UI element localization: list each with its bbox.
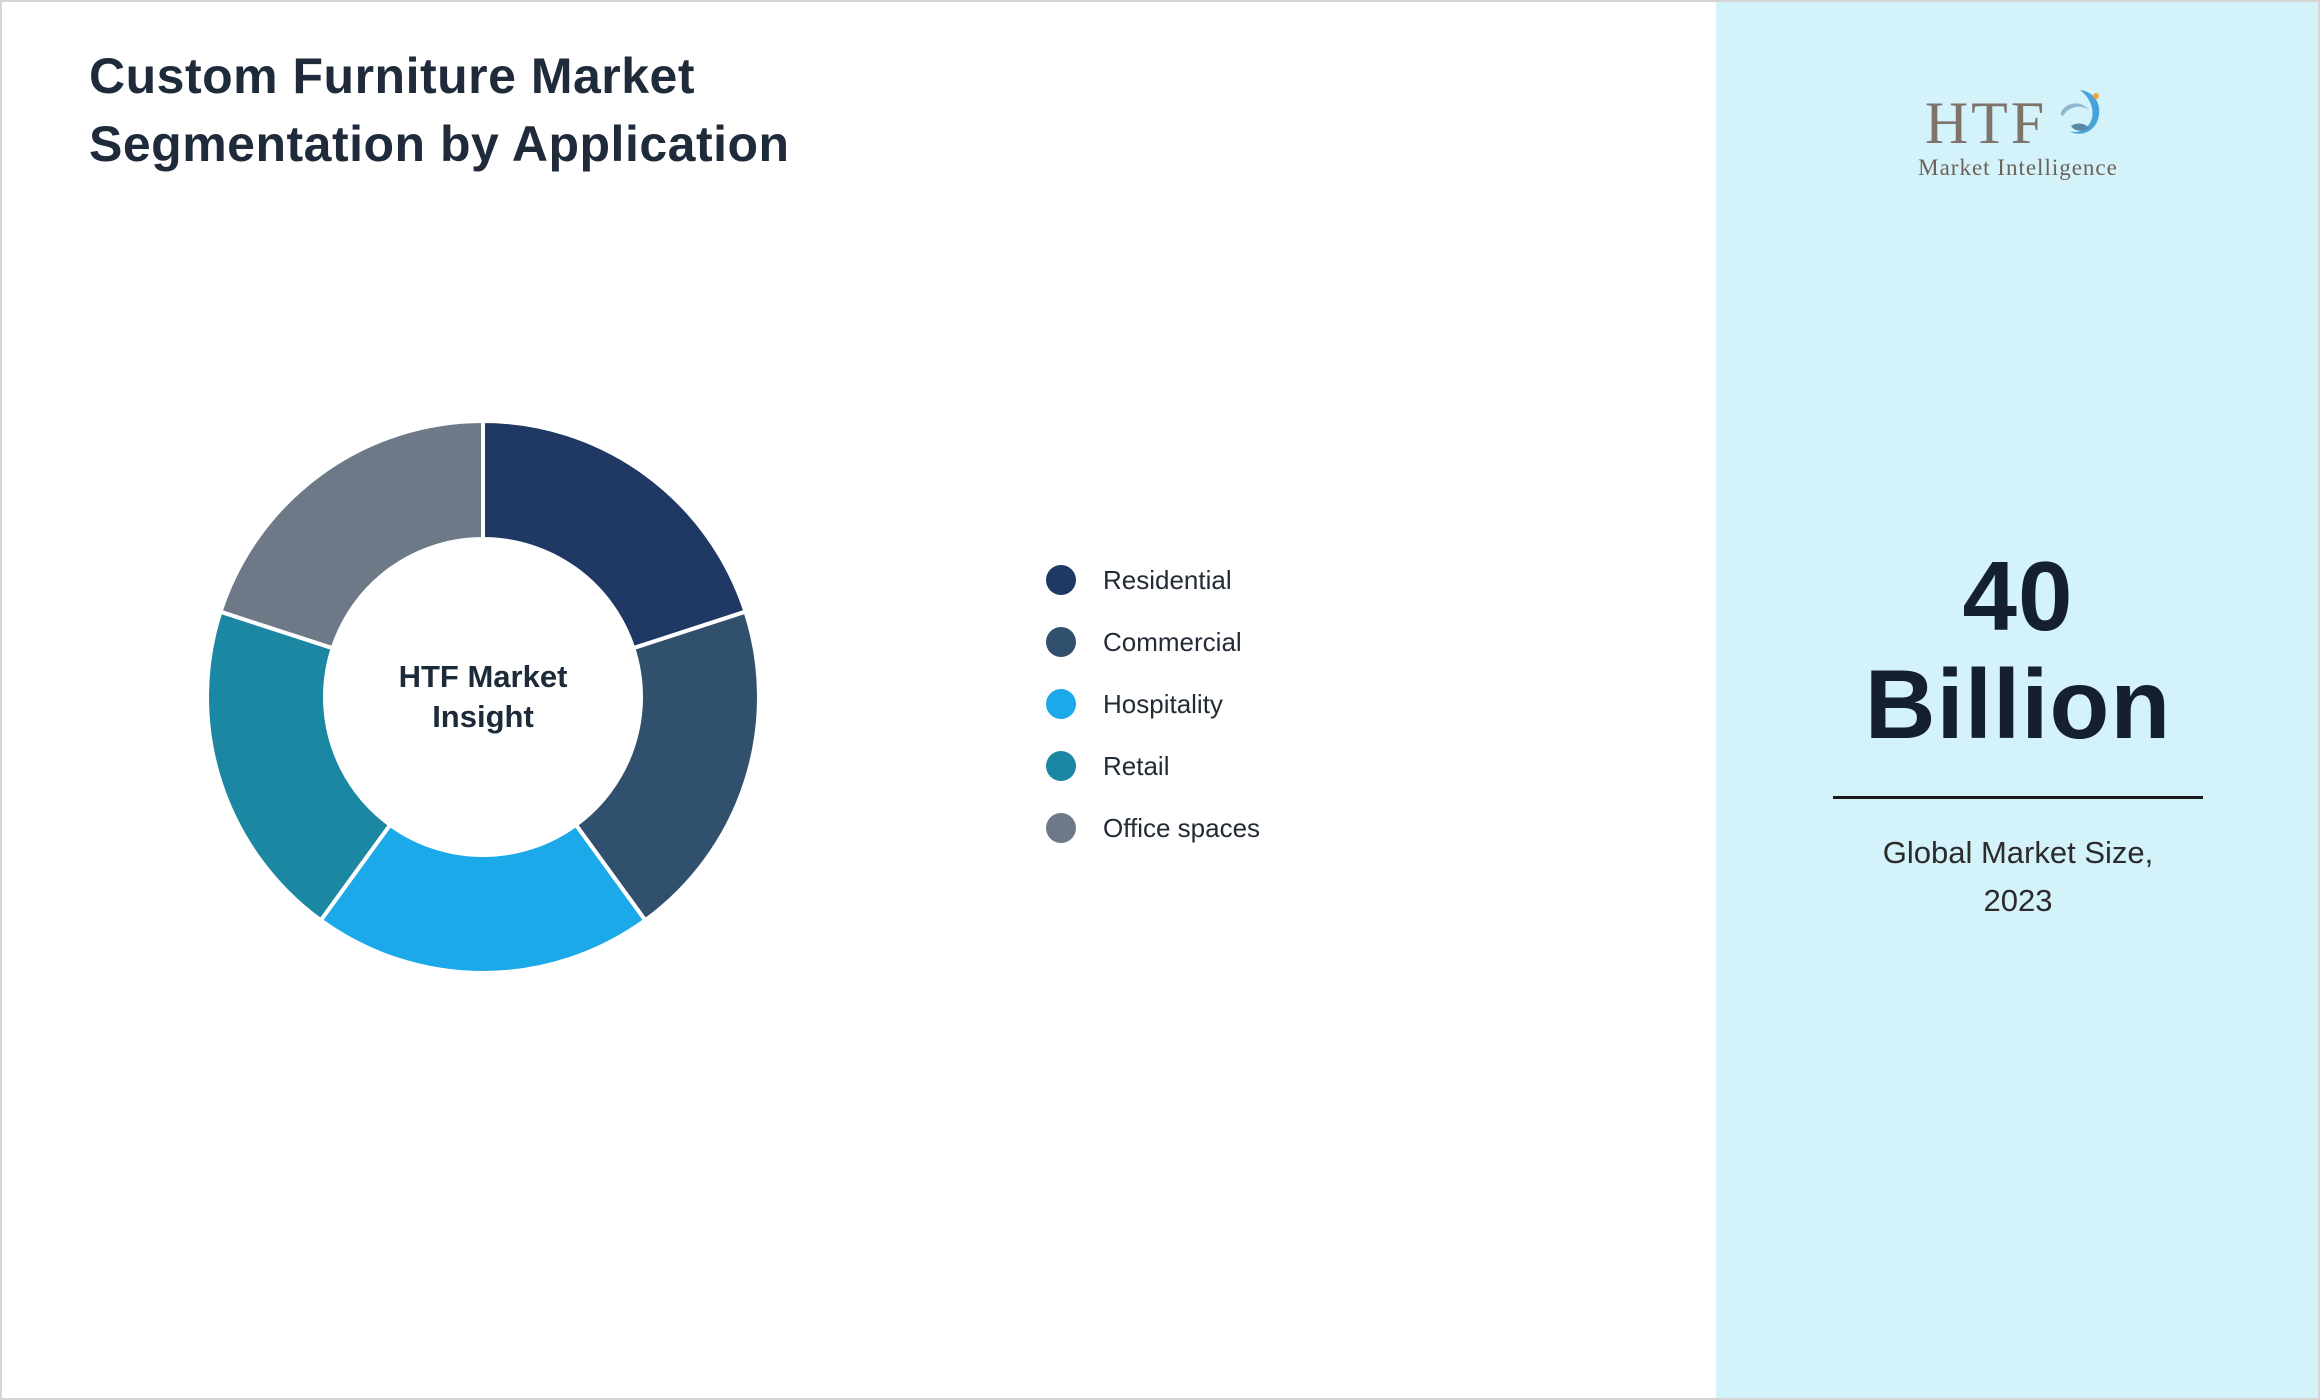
legend-dot-residential — [1046, 565, 1076, 595]
legend-item-retail: Retail — [1046, 735, 1260, 797]
legend: Residential Commercial Hospitality Retail Of… — [1046, 549, 1260, 859]
donut-svg — [205, 419, 761, 976]
donut-center-label-line2: Insight — [432, 699, 534, 734]
legend-label-commercial: Commercial — [1103, 626, 1242, 657]
donut-center-label: HTF Market Insight — [333, 657, 633, 737]
legend-label-retail: Retail — [1103, 750, 1170, 781]
donut-center-label-line1: HTF Market — [398, 659, 568, 694]
sidebar-panel: HTF Market Intelligence 40 Billion Globa… — [1716, 2, 2318, 1398]
legend-label-hospitality: Hospitality — [1103, 688, 1223, 719]
legend-item-office-spaces: Office spaces — [1046, 797, 1260, 859]
htf-logo-dolphin-icon — [2049, 82, 2111, 149]
legend-item-residential: Residential — [1046, 549, 1260, 611]
page-title: Custom Furniture Market Segmentation by … — [89, 42, 790, 178]
donut-segment-office-spaces — [218, 419, 485, 651]
donut-segment-hospitality — [318, 822, 648, 976]
page-title-line1: Custom Furniture Market — [89, 48, 696, 104]
donut-chart: HTF Market Insight — [193, 407, 773, 987]
stat-value-line1: 40 — [1962, 541, 2074, 651]
donut-segment-commercial — [573, 609, 761, 923]
stat-caption-line1: Global Market Size, — [1882, 835, 2154, 870]
legend-dot-retail — [1046, 751, 1076, 781]
stat-divider — [1833, 796, 2203, 799]
stat-value-line2: Billion — [1864, 649, 2172, 759]
legend-item-commercial: Commercial — [1046, 611, 1260, 673]
legend-dot-hospitality — [1046, 689, 1076, 719]
htf-logo: HTF Market Intelligence — [1716, 82, 2318, 181]
legend-item-hospitality: Hospitality — [1046, 673, 1260, 735]
donut-segment-residential — [481, 419, 748, 651]
legend-dot-commercial — [1046, 627, 1076, 657]
legend-label-office-spaces: Office spaces — [1103, 812, 1261, 843]
legend-label-residential: Residential — [1103, 564, 1232, 595]
stat-caption-line2: 2023 — [1983, 883, 2053, 918]
market-size-stat: 40 Billion Global Market Size, 2023 — [1716, 541, 2318, 925]
legend-dot-office-spaces — [1046, 813, 1076, 843]
stat-caption: Global Market Size, 2023 — [1716, 829, 2318, 925]
donut-segment-retail — [205, 609, 393, 923]
page-title-line2: Segmentation by Application — [89, 116, 790, 172]
htf-logo-text: HTF — [1924, 90, 2048, 156]
htf-logo-subtext: Market Intelligence — [1918, 155, 2118, 180]
